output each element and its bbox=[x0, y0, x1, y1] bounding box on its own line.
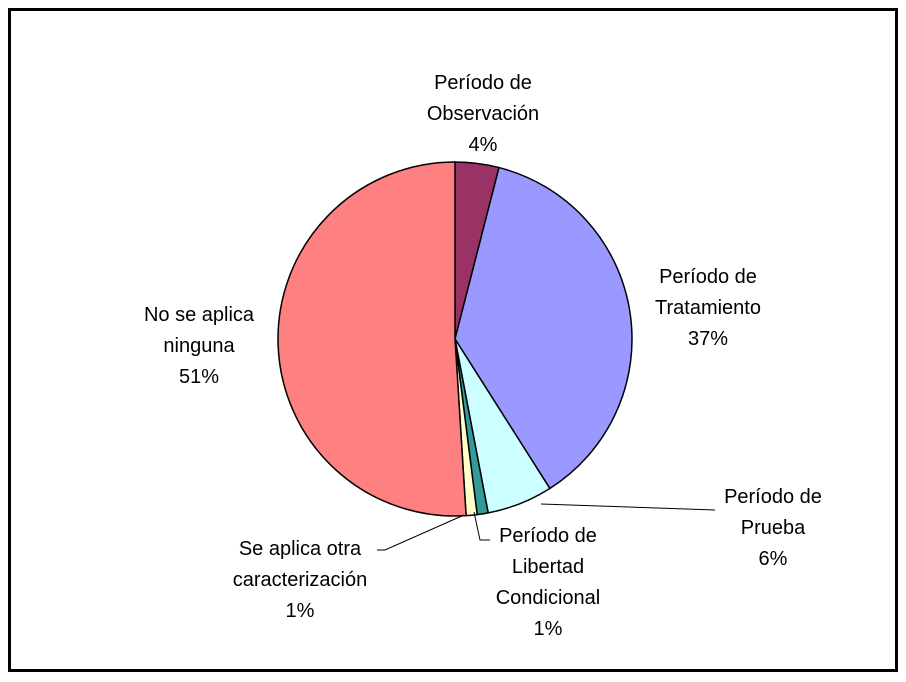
pie bbox=[277, 161, 633, 517]
category-label: Período de Tratamiento bbox=[655, 266, 761, 319]
category-label: Período de Observación bbox=[426, 72, 540, 125]
category-label: Período de Libertad Condicional bbox=[495, 525, 601, 609]
slice-label: Período de Prueba 6% bbox=[713, 482, 833, 575]
value-label: 6% bbox=[758, 548, 788, 570]
value-label: 1% bbox=[533, 618, 563, 640]
slice-label: Período de Libertad Condicional 1% bbox=[483, 521, 613, 645]
pie-slice bbox=[277, 161, 467, 517]
category-label: Se aplica otra caracterización bbox=[232, 538, 368, 591]
leader-line bbox=[473, 511, 490, 541]
leader-line bbox=[540, 503, 716, 511]
category-label: No se aplica ninguna bbox=[143, 304, 255, 357]
category-label: Período de Prueba bbox=[724, 486, 822, 539]
value-label: 4% bbox=[468, 134, 498, 156]
leader-line bbox=[377, 514, 465, 551]
value-label: 51% bbox=[178, 366, 220, 388]
value-label: 37% bbox=[687, 328, 729, 350]
value-label: 1% bbox=[285, 600, 315, 622]
slice-label: No se aplica ninguna 51% bbox=[134, 300, 264, 393]
slice-label: Período de Observación 4% bbox=[418, 68, 548, 161]
slice-label: Período de Tratamiento 37% bbox=[643, 262, 773, 355]
slice-label: Se aplica otra caracterización 1% bbox=[215, 534, 385, 627]
